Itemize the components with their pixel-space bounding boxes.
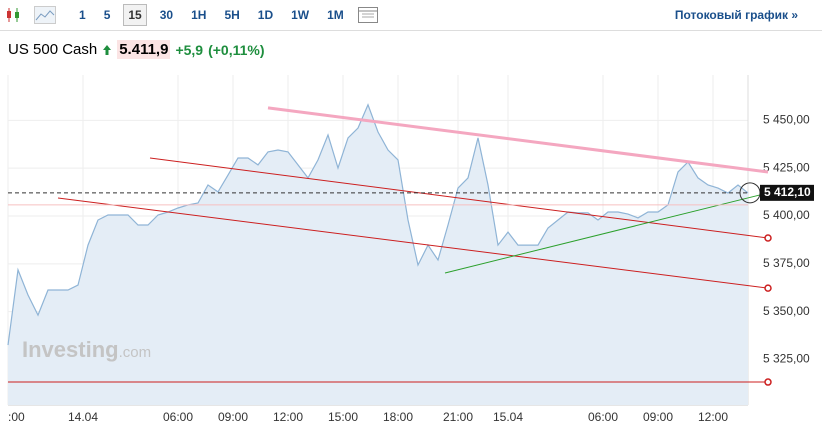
trend-handle [764,378,772,386]
interval-button[interactable]: 1W [291,8,310,22]
streaming-link[interactable]: Потоковый график » [674,8,798,22]
table-icon[interactable] [357,6,379,24]
header: US 500 Cash 5.411,9 +5,9 (+0,11%) [8,40,265,59]
candle-icon[interactable] [4,6,26,24]
x-tick-label: 09:00 [218,410,248,424]
x-tick-label: 18:00 [383,410,413,424]
trend-handle [764,234,772,242]
change: +5,9 [175,41,204,58]
watermark: Investing.com [22,337,151,363]
interval-button[interactable]: 1H [191,8,207,22]
trend-line [267,106,769,174]
x-tick-label: 15.04 [493,410,523,424]
watermark-suffix: .com [118,344,152,361]
interval-button[interactable]: 30 [159,8,174,22]
price-line [7,103,749,346]
x-tick-label: 12:00 [698,410,728,424]
price: 5.411,9 [117,40,171,59]
interval-button[interactable]: 1M [327,8,344,22]
up-arrow [103,44,112,55]
interval-button[interactable]: 1D [257,8,274,22]
x-tick-label: 15:00 [328,410,358,424]
change-pct: (+0,11%) [208,41,265,58]
toolbar: 1 5 15 30 1H 5H 1D 1W 1M Потоковый график » [0,0,822,31]
trend-line [57,197,769,289]
y-tick-label: 5 350,00 [763,304,810,318]
x-tick-label: 06:00 [163,410,193,424]
x-tick-label: :00 [8,410,25,424]
last-price-label: 5 412,10 [764,185,811,199]
x-tick-label: 21:00 [443,410,473,424]
area-icon[interactable] [34,6,56,24]
y-tick-label: 5 450,00 [763,113,810,127]
x-tick-label: 06:00 [588,410,618,424]
last-price-box [760,184,814,201]
trend-handle [764,284,772,292]
trend-line [444,194,761,274]
y-tick-label: 5 325,00 [763,352,810,366]
trend-line [149,157,769,239]
watermark-brand: Investing [22,337,119,362]
interval-button[interactable]: 5 [103,8,111,22]
y-tick-label: 5 375,00 [763,256,810,270]
x-tick-label: 09:00 [643,410,673,424]
interval-button[interactable]: 1 [79,8,86,22]
instrument-name: US 500 Cash [8,41,98,58]
x-tick-label: 12:00 [273,410,303,424]
y-tick-label: 5 400,00 [763,208,810,222]
y-tick-label: 5 425,00 [763,160,810,174]
interval-button[interactable]: 15 [123,4,147,26]
interval-button[interactable]: 5H [224,8,240,22]
x-tick-label: 14.04 [68,410,98,424]
area [8,104,748,406]
